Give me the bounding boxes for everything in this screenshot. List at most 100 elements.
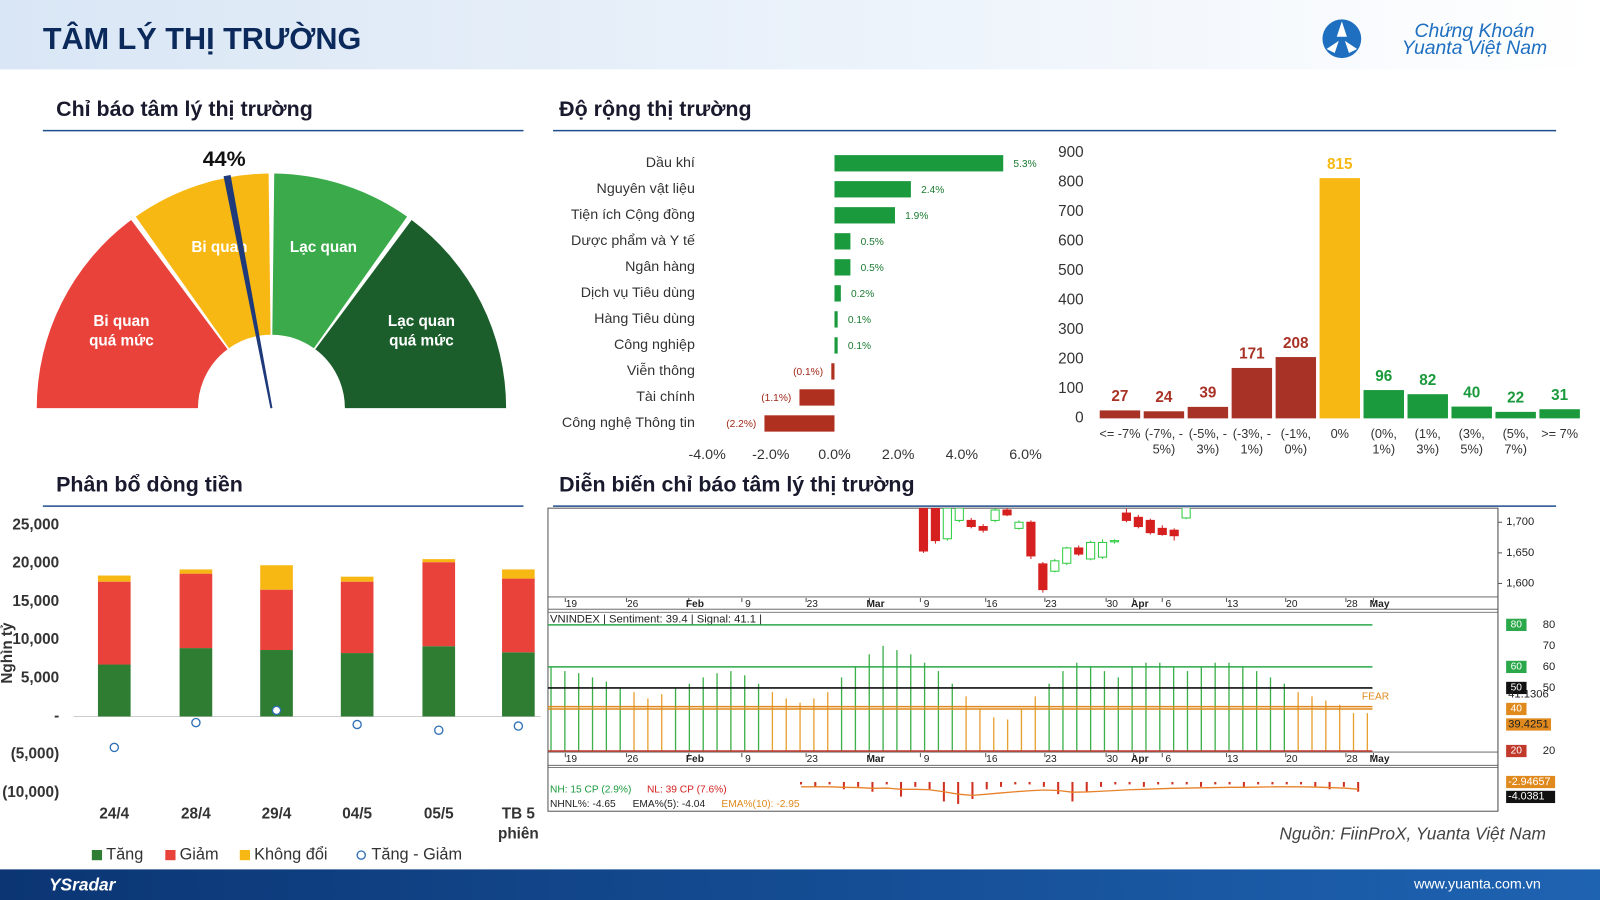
y-tick-label: 700 — [1058, 203, 1084, 220]
bar-segment — [97, 664, 131, 717]
bar — [834, 155, 1004, 172]
y-tick-label: 800 — [1058, 174, 1084, 191]
candle-body — [942, 508, 952, 540]
value-label: (1.1%) — [761, 393, 791, 404]
level-box — [1506, 702, 1527, 716]
net-point — [434, 725, 444, 735]
x-tick-label: 04/5 — [342, 805, 372, 822]
section-title: Độ rộng thị trường — [559, 97, 751, 121]
category-label: Công nghiệp — [614, 337, 695, 353]
x-tick-label: 1%) — [1372, 441, 1395, 456]
legend-label: Tăng - Giảm — [371, 845, 462, 863]
y-tick-label: (10,000) — [2, 784, 59, 801]
x-tick-label: (-3%, - — [1233, 426, 1271, 441]
x-tick-label: 29/4 — [262, 805, 292, 822]
legend-marker — [356, 850, 366, 860]
x-tick-label: (1%, — [1415, 426, 1441, 441]
value-label: 0.1% — [848, 341, 871, 352]
y-tick-label: (5,000) — [11, 746, 59, 763]
date-label: 9 — [745, 754, 751, 765]
candle-body — [1038, 563, 1048, 591]
date-label: 26 — [627, 599, 639, 610]
value-label: 208 — [1283, 335, 1309, 352]
y-tick-label: 5,000 — [21, 669, 59, 686]
x-tick-label: <= -7% — [1099, 426, 1140, 441]
level-label: 20 — [1511, 746, 1523, 757]
gauge-needle — [223, 174, 273, 409]
category-label: Nguyên vật liệu — [597, 181, 695, 197]
candle-body — [1109, 540, 1120, 543]
indicator-label: NH: 15 CP (2.9%) — [550, 784, 631, 795]
bar — [834, 207, 895, 224]
gauge-label: Bi quan — [93, 313, 149, 330]
footer-band — [0, 869, 1600, 900]
date-label: 26 — [627, 754, 639, 765]
section-title: Chỉ báo tâm lý thị trường — [56, 97, 313, 121]
date-label: 16 — [986, 599, 998, 610]
candle-body — [918, 508, 929, 552]
category-label: Hàng Tiêu dùng — [594, 311, 695, 327]
bar-segment — [97, 581, 131, 665]
candle-body — [954, 508, 964, 521]
legend-label: Giảm — [180, 845, 219, 863]
value-label: 0.1% — [848, 315, 871, 326]
level-box — [1506, 744, 1527, 758]
date-label: Feb — [686, 754, 704, 765]
bar — [1539, 409, 1580, 419]
bar-segment — [179, 569, 213, 574]
x-tick-label: 24/4 — [99, 805, 129, 822]
date-label: 6 — [1166, 754, 1172, 765]
candle-body — [1169, 529, 1179, 537]
candle-body — [1062, 547, 1072, 564]
bar — [834, 337, 838, 354]
indicator-label: NHNL%: -4.65 — [550, 799, 616, 810]
bar — [1363, 390, 1404, 419]
x-tick-label: 5%) — [1460, 441, 1483, 456]
x-tick-label: 6.0% — [1009, 447, 1042, 463]
y-tick-label: - — [54, 708, 59, 725]
bar-segment — [422, 562, 456, 647]
bar-segment — [340, 581, 374, 654]
gauge-label: Lạc quan — [388, 313, 455, 330]
bar-segment — [179, 573, 213, 649]
annotation: FEAR — [1362, 692, 1389, 703]
bar-segment — [260, 650, 293, 717]
x-tick-label: (3%, — [1459, 426, 1485, 441]
x-tick-label: 0%) — [1284, 441, 1307, 456]
value-label: (2.2%) — [726, 419, 756, 430]
x-tick-label: 3%) — [1197, 441, 1220, 456]
candle-body — [1002, 509, 1012, 516]
bar — [1143, 411, 1185, 419]
value-label: (0.1%) — [793, 367, 823, 378]
category-label: Tiện ích Cộng đồng — [571, 207, 695, 223]
value-label: 0.5% — [861, 237, 884, 248]
date-label: Apr — [1131, 599, 1149, 610]
y-tick-label: 70 — [1543, 640, 1555, 652]
legend-label: Không đổi — [254, 845, 327, 863]
date-label: 23 — [1045, 599, 1057, 610]
x-tick-label: phiên — [498, 826, 539, 843]
date-label: 9 — [924, 599, 930, 610]
y-tick-label: 100 — [1058, 380, 1084, 397]
candle-body — [1121, 512, 1132, 521]
value-label: 1.9% — [905, 211, 928, 222]
date-label: 6 — [1166, 599, 1172, 610]
candle-body — [1074, 547, 1084, 555]
value-label: 40 — [1463, 384, 1480, 401]
logo-shape — [1344, 40, 1358, 54]
x-tick-label: 2.0% — [882, 447, 915, 463]
bar-segment — [502, 578, 535, 653]
candle-body — [990, 509, 1000, 521]
x-tick-label: (-7%, - — [1145, 426, 1183, 441]
logo-text: Yuanta Việt Nam — [1402, 37, 1547, 59]
y-tick-label: 20,000 — [12, 555, 59, 572]
x-tick-label: (-1%, — [1281, 426, 1311, 441]
x-tick-label: 28/4 — [181, 805, 211, 822]
date-label: 19 — [566, 599, 578, 610]
value-label: 171 — [1239, 346, 1265, 363]
x-tick-label: 1%) — [1241, 441, 1264, 456]
x-tick-label: 0% — [1331, 426, 1349, 441]
bar-segment — [260, 565, 293, 590]
value-box — [1506, 775, 1556, 789]
